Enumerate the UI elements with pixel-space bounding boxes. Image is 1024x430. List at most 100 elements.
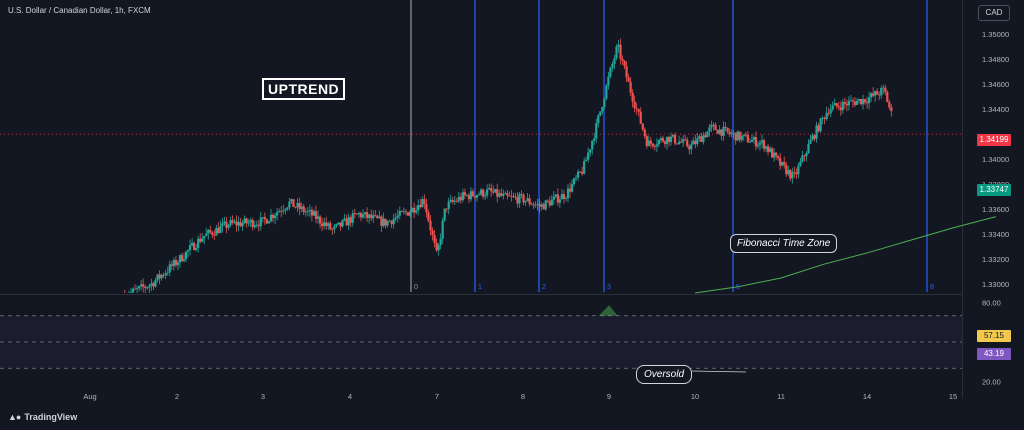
brand[interactable]: ▲● TradingView bbox=[8, 412, 77, 422]
candle bbox=[581, 166, 584, 176]
candle-body bbox=[795, 172, 798, 175]
candle-body bbox=[676, 143, 679, 145]
candle bbox=[286, 206, 289, 212]
candle-body bbox=[203, 236, 206, 239]
currency-button[interactable]: CAD bbox=[978, 5, 1010, 21]
candle bbox=[343, 214, 346, 222]
candle-body bbox=[174, 259, 178, 266]
candle-body bbox=[463, 192, 467, 196]
candle bbox=[217, 222, 220, 234]
candle bbox=[882, 84, 885, 95]
candle-body bbox=[253, 225, 256, 228]
candle bbox=[339, 222, 342, 231]
candle-body bbox=[558, 199, 561, 203]
candle bbox=[514, 193, 517, 200]
candle bbox=[637, 108, 640, 117]
candle bbox=[282, 204, 285, 215]
candle-body bbox=[797, 165, 800, 175]
candle bbox=[520, 190, 523, 199]
candle-body bbox=[128, 295, 130, 297]
candle-body bbox=[267, 221, 271, 224]
candle-body bbox=[325, 222, 328, 226]
candle bbox=[431, 227, 434, 241]
candle bbox=[490, 183, 493, 197]
candle-body bbox=[593, 138, 596, 141]
candle bbox=[851, 97, 855, 108]
candle-body bbox=[392, 218, 395, 225]
candle bbox=[750, 134, 753, 143]
candle-body bbox=[417, 205, 420, 211]
candle-body bbox=[841, 101, 844, 111]
candle bbox=[188, 239, 192, 256]
price-tick-label: 1.35000 bbox=[982, 30, 1009, 39]
candle bbox=[700, 132, 703, 143]
candle bbox=[516, 191, 519, 208]
candle bbox=[398, 206, 401, 220]
candle-body bbox=[269, 214, 273, 222]
candle bbox=[698, 134, 701, 142]
candle bbox=[276, 208, 279, 221]
candle-body bbox=[221, 223, 224, 227]
candle-body bbox=[880, 88, 883, 96]
symbol-title[interactable]: U.S. Dollar / Canadian Dollar, 1h, FXCM bbox=[8, 6, 151, 15]
candle-body bbox=[349, 217, 352, 223]
candle bbox=[180, 252, 184, 263]
candle-body bbox=[560, 193, 564, 200]
price-tick-label: 1.33000 bbox=[982, 280, 1009, 289]
candle-body bbox=[837, 106, 840, 108]
candle-body bbox=[429, 220, 432, 231]
candle-body bbox=[599, 111, 602, 116]
candle bbox=[566, 184, 570, 203]
rsi-value-badge: 43.19 bbox=[977, 348, 1011, 360]
time-tick-label: 2 bbox=[175, 392, 179, 401]
candle bbox=[176, 260, 180, 271]
candle-body bbox=[213, 234, 216, 236]
candle bbox=[463, 188, 467, 200]
candle-body bbox=[746, 135, 749, 143]
candle bbox=[193, 241, 196, 251]
candle-body bbox=[199, 238, 202, 242]
candle-body bbox=[886, 92, 889, 103]
candle-body bbox=[439, 238, 442, 246]
candle bbox=[583, 157, 586, 175]
candle-body bbox=[835, 103, 838, 107]
price-tick-label: 1.34600 bbox=[982, 80, 1009, 89]
candle-body bbox=[742, 134, 745, 136]
candle bbox=[766, 143, 770, 156]
candle bbox=[349, 215, 352, 228]
candle bbox=[368, 213, 371, 224]
candle-body bbox=[441, 220, 444, 239]
candle bbox=[688, 143, 691, 155]
candle-body bbox=[481, 189, 485, 197]
candle bbox=[673, 132, 677, 146]
candle bbox=[756, 140, 760, 149]
candle bbox=[781, 161, 784, 167]
candle bbox=[329, 220, 332, 231]
candle-body bbox=[211, 232, 214, 235]
candle bbox=[475, 194, 479, 202]
candle bbox=[645, 133, 648, 149]
candle-body bbox=[756, 144, 760, 147]
candle bbox=[542, 202, 545, 210]
candle bbox=[696, 133, 699, 147]
candle bbox=[593, 132, 596, 146]
candle-body bbox=[579, 171, 582, 173]
candle bbox=[682, 135, 685, 147]
candle bbox=[649, 137, 652, 148]
candle bbox=[849, 95, 853, 102]
candle-body bbox=[833, 103, 836, 106]
candle-body bbox=[302, 206, 305, 213]
candle-body bbox=[241, 223, 244, 227]
candle-body bbox=[378, 216, 381, 219]
candle-body bbox=[333, 226, 336, 230]
candle bbox=[413, 202, 416, 219]
candle bbox=[548, 196, 551, 208]
candle bbox=[271, 213, 275, 223]
candle bbox=[296, 198, 299, 212]
candle-body bbox=[197, 238, 200, 249]
candle bbox=[803, 154, 806, 162]
candle bbox=[544, 199, 547, 211]
candle bbox=[708, 123, 711, 137]
candle-body bbox=[323, 222, 326, 227]
